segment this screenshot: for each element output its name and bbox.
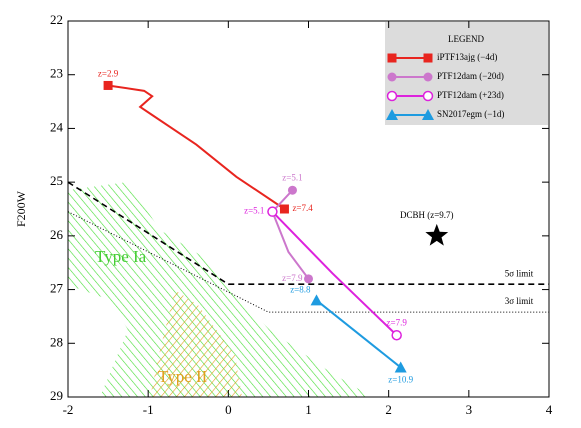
y-tick-label: 29 [50, 388, 63, 403]
x-tick-label: 2 [385, 402, 392, 417]
marker [387, 53, 397, 63]
marker [310, 294, 323, 306]
point-label: z=8.8 [290, 284, 311, 294]
type-ia-region [68, 182, 372, 397]
dcbh-label: DCBH (z=9.7) [400, 210, 454, 220]
marker [423, 53, 433, 63]
x-tick-label: 4 [546, 402, 553, 417]
y-tick-label: 25 [50, 173, 63, 188]
y-tick-label: 28 [50, 334, 63, 349]
marker [391, 329, 402, 341]
legend-box [385, 22, 548, 125]
y-tick-label: 26 [50, 227, 64, 242]
point-label: z=5.1 [244, 206, 264, 216]
point-label: z=10.9 [388, 375, 413, 385]
marker [422, 109, 434, 120]
marker [386, 109, 398, 120]
marker [287, 185, 297, 195]
legend-label: PTF12dam (−20d) [437, 71, 504, 81]
marker [423, 72, 433, 82]
legend-label: SN2017egm (−1d) [437, 109, 504, 119]
y-tick-label: 24 [50, 119, 64, 134]
marker [422, 90, 434, 102]
x-tick-label: -2 [63, 402, 74, 417]
series-line [107, 84, 286, 210]
region-label: Type Ia [95, 247, 147, 266]
y-tick-label: 22 [50, 12, 63, 27]
legend-label: PTF12dam (+23d) [437, 90, 504, 100]
x-tick-label: -1 [143, 402, 154, 417]
dcbh-star [425, 223, 449, 246]
marker [103, 80, 113, 90]
limit-line [67, 181, 549, 285]
point-label: z=2.9 [98, 69, 119, 79]
x-tick-label: 0 [225, 402, 232, 417]
point-label: z=7.4 [292, 203, 313, 213]
region-label: Type II [158, 367, 208, 386]
x-tick-label: 1 [305, 402, 312, 417]
series-line [271, 210, 398, 336]
marker [394, 361, 407, 373]
limit-line [67, 211, 549, 313]
series-line [271, 189, 310, 280]
series-line [315, 299, 402, 369]
limit-label: 5σ limit [505, 268, 534, 278]
limit-label: 3σ limit [505, 296, 534, 306]
point-label: z=7.9 [282, 273, 303, 283]
y-tick-label: 23 [50, 66, 63, 81]
legend-label: iPTF13ajg (−4d) [437, 52, 497, 62]
legend-title: LEGEND [448, 34, 484, 44]
x-tick-label: 3 [466, 402, 473, 417]
marker [279, 204, 289, 214]
type-ii-region [150, 290, 242, 397]
y-axis-label: F200W [14, 190, 28, 227]
marker [386, 90, 398, 102]
point-label: z=5.1 [282, 172, 302, 182]
marker [387, 72, 397, 82]
y-tick-label: 27 [50, 281, 64, 296]
marker [304, 274, 313, 284]
marker [267, 206, 278, 217]
point-label: z=7.9 [387, 317, 408, 327]
